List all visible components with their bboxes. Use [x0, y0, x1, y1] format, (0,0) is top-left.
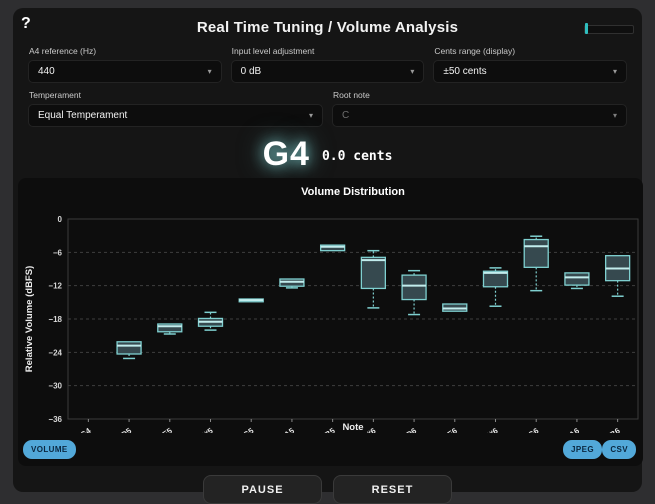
- root-note-field: Root note C ▾: [332, 90, 627, 127]
- temperament-value: Equal Temperament: [38, 110, 128, 121]
- svg-text:−6: −6: [53, 248, 63, 257]
- svg-text:A6: A6: [568, 426, 582, 433]
- chevron-down-icon: ▾: [612, 111, 617, 120]
- page-title: Real Time Tuning / Volume Analysis: [196, 19, 459, 36]
- a4-reference-select[interactable]: 440 ▾: [28, 60, 222, 83]
- level-slider[interactable]: [584, 23, 634, 34]
- chevron-down-icon: ▾: [410, 67, 415, 76]
- cents-range-value: ±50 cents: [443, 66, 487, 77]
- svg-text:F#5: F#5: [198, 426, 215, 433]
- help-button[interactable]: ?: [21, 15, 31, 32]
- svg-text:−36: −36: [48, 415, 62, 424]
- export-csv-button[interactable]: CSV: [602, 440, 636, 459]
- root-note-value: C: [342, 110, 350, 121]
- a4-reference-field: A4 reference (Hz) 440 ▾: [28, 46, 222, 83]
- input-level-select[interactable]: 0 dB ▾: [230, 60, 425, 83]
- a4-reference-label: A4 reference (Hz): [29, 46, 97, 56]
- svg-text:G4: G4: [79, 426, 93, 433]
- note-display: G4 0.0 cents: [18, 134, 637, 174]
- svg-text:Note: Note: [342, 422, 363, 433]
- input-level-value: 0 dB: [240, 66, 262, 77]
- svg-text:B6: B6: [608, 426, 622, 433]
- cents-range-label: Cents range (display): [434, 46, 516, 56]
- cents-range-select[interactable]: ±50 cents ▾: [433, 60, 627, 83]
- svg-text:−24: −24: [48, 348, 62, 357]
- a4-reference-value: 440: [38, 66, 55, 77]
- svg-text:Volume Distribution: Volume Distribution: [301, 186, 405, 198]
- chart-card: Volume Distribution 0 −6 −12 −18 −24 −30 −36 Rel…: [18, 178, 643, 466]
- controls-section: A4 reference (Hz) 440 ▾ Input level adju…: [18, 44, 637, 127]
- chevron-down-icon: ▾: [308, 111, 313, 120]
- volume-distribution-chart: Volume Distribution 0 −6 −12 −18 −24 −30 −36 Rel…: [24, 186, 639, 433]
- svg-text:G6: G6: [526, 426, 540, 433]
- cents-range-field: Cents range (display) ±50 cents ▾: [433, 46, 627, 83]
- root-note-select[interactable]: C ▾: [332, 104, 627, 127]
- input-level-field: Input level adjustment 0 dB ▾: [230, 46, 425, 83]
- temperament-field: Temperament Equal Temperament ▾: [28, 90, 323, 127]
- temperament-label: Temperament: [29, 90, 81, 100]
- svg-text:0: 0: [58, 215, 63, 224]
- svg-text:G5: G5: [241, 426, 255, 433]
- volume-tab-button[interactable]: VOLUME: [23, 440, 76, 459]
- svg-text:E6: E6: [446, 426, 460, 433]
- detected-note: G4: [262, 135, 310, 173]
- svg-text:−30: −30: [48, 382, 62, 391]
- svg-text:Relative Volume (dBFS): Relative Volume (dBFS): [24, 266, 35, 372]
- svg-text:D5: D5: [120, 426, 134, 433]
- temperament-select[interactable]: Equal Temperament ▾: [28, 104, 323, 127]
- root-note-label: Root note: [333, 90, 370, 100]
- svg-text:E5: E5: [161, 426, 175, 433]
- level-slider-thumb[interactable]: [585, 23, 588, 34]
- svg-text:F#6: F#6: [483, 426, 500, 433]
- svg-text:−18: −18: [48, 315, 62, 324]
- chevron-down-icon: ▾: [612, 67, 617, 76]
- svg-text:−12: −12: [48, 282, 62, 291]
- svg-text:A5: A5: [283, 426, 297, 433]
- cents-offset: 0.0 cents: [321, 148, 393, 164]
- chevron-down-icon: ▾: [207, 67, 212, 76]
- export-jpeg-button[interactable]: JPEG: [563, 440, 602, 459]
- app-panel: ? Real Time Tuning / Volume Analysis A4 …: [13, 8, 643, 504]
- svg-text:B5: B5: [323, 426, 337, 433]
- input-level-label: Input level adjustment: [231, 46, 315, 56]
- header: ? Real Time Tuning / Volume Analysis: [18, 14, 637, 44]
- svg-text:C#6: C#6: [360, 426, 378, 433]
- svg-text:D6: D6: [405, 426, 419, 433]
